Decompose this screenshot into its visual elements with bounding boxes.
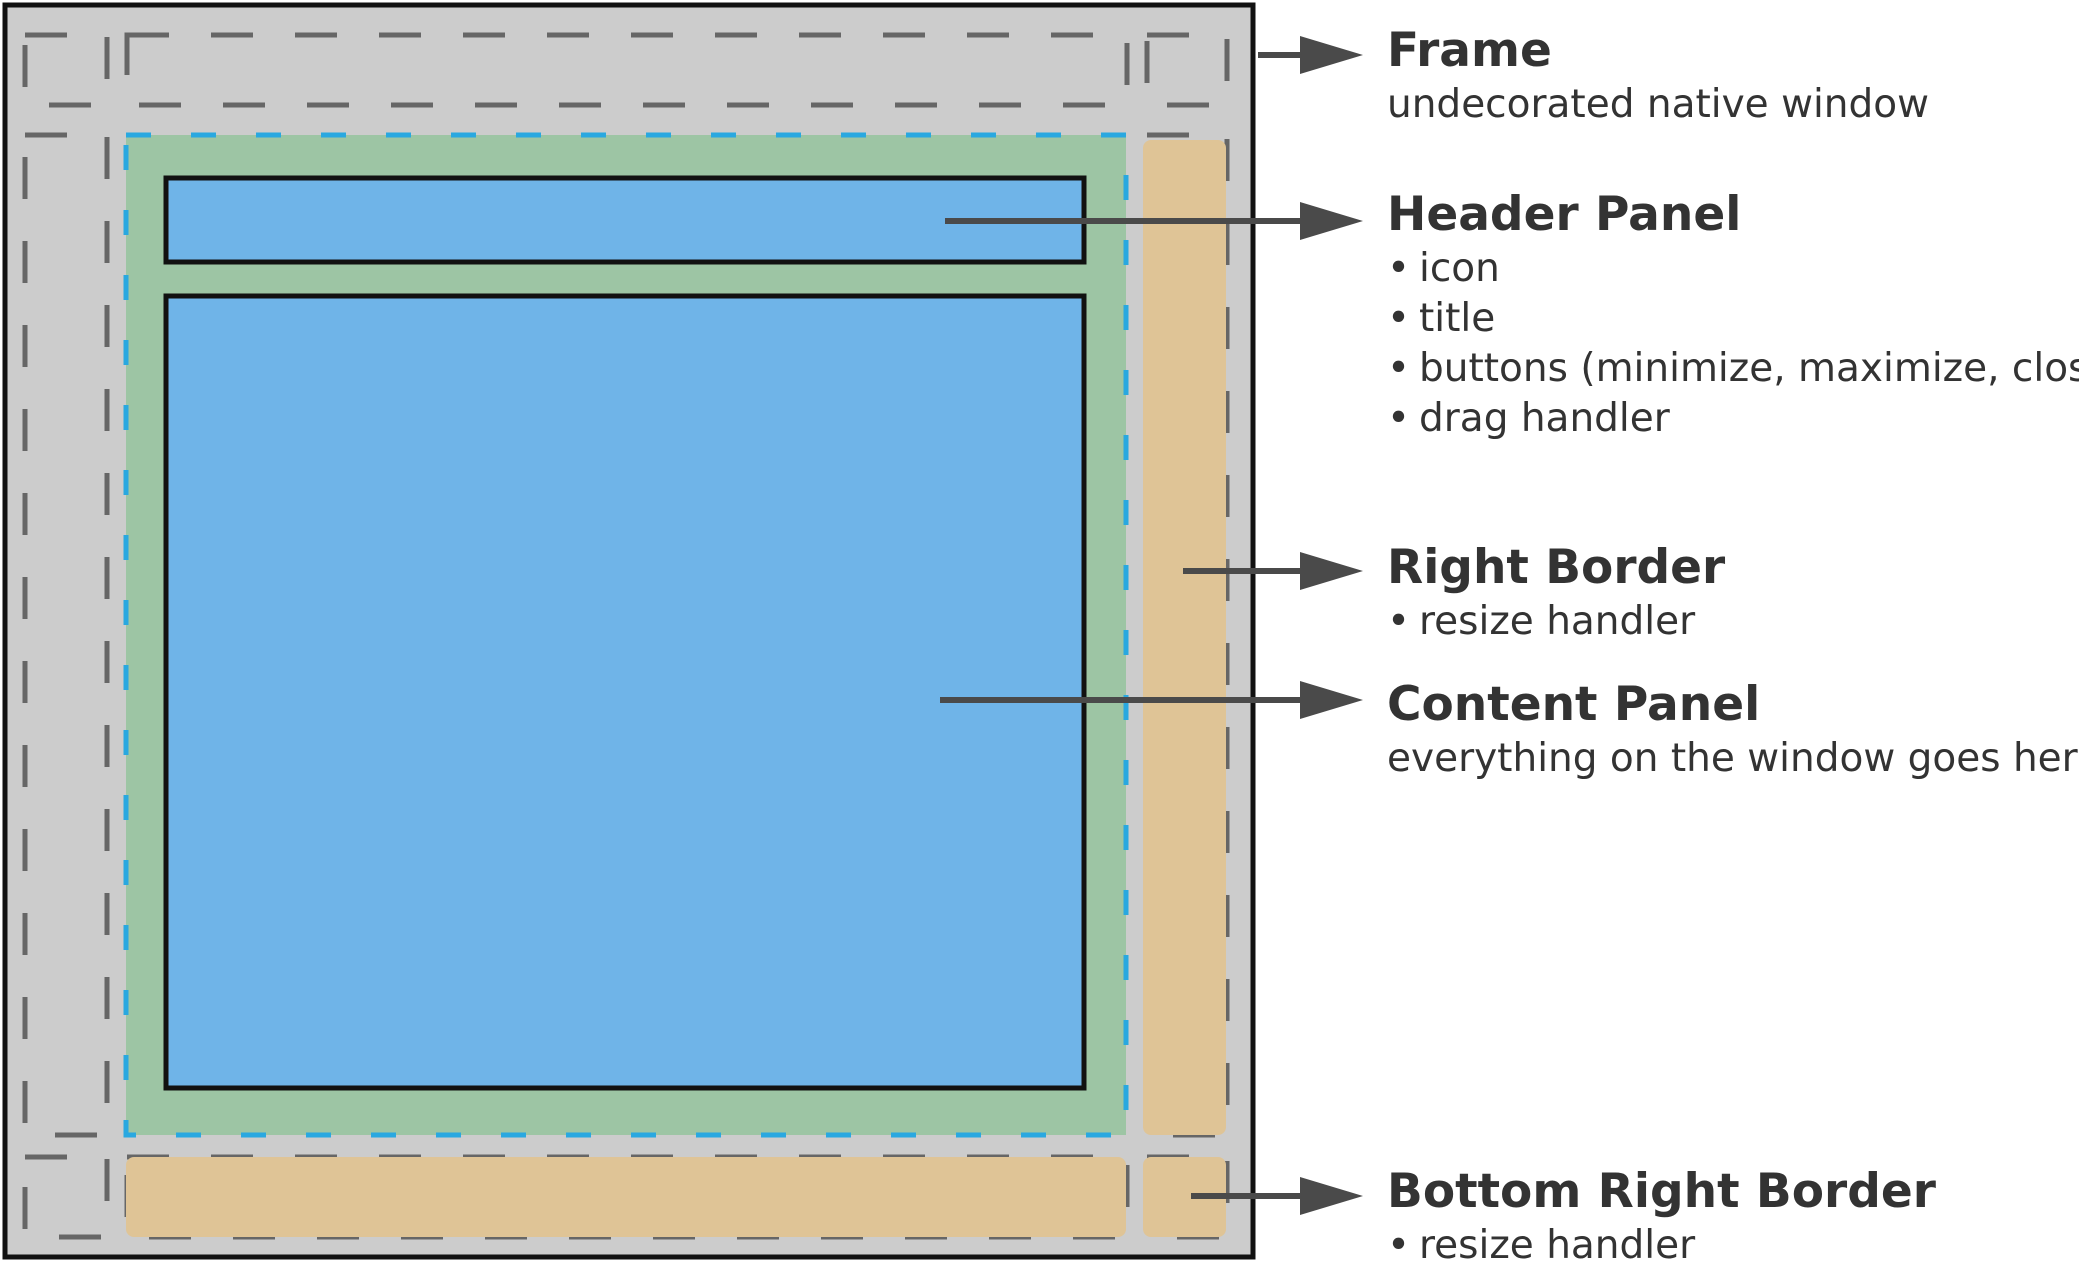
guide-middle-left — [22, 132, 110, 1138]
bottom-right-arrow-head — [1300, 1177, 1363, 1215]
right-border-bullets: resize handler — [1387, 597, 1725, 647]
bottom-right-border — [1143, 1157, 1226, 1237]
right-border-label: Right Border resize handler — [1387, 539, 1725, 647]
guide-top-center — [124, 32, 1130, 108]
header-panel — [163, 175, 1087, 265]
header-panel-title: Header Panel — [1387, 187, 1742, 242]
right-border — [1143, 140, 1226, 1135]
content-arrow-head — [1300, 681, 1363, 719]
bullet-resize-handler: resize handler — [1387, 1221, 1936, 1271]
content-area-guide — [123, 132, 1129, 1138]
right-border-title: Right Border — [1387, 540, 1726, 595]
content-panel — [163, 293, 1087, 1091]
frame-description: undecorated native window — [1387, 82, 1930, 127]
right-border-arrow-head — [1300, 552, 1363, 590]
frame-arrow-head — [1300, 36, 1363, 74]
frame-label: Frame undecorated native window — [1387, 22, 1929, 130]
header-panel-bullets: icon title buttons (minimize, maximize, … — [1387, 244, 2079, 444]
header-arrow-head — [1300, 202, 1363, 240]
frame-title: Frame — [1387, 23, 1552, 78]
guide-bottom-left — [22, 1154, 110, 1240]
bullet-drag-handler: drag handler — [1387, 394, 2079, 444]
bullet-resize-handler: resize handler — [1387, 597, 1725, 647]
guide-top-right — [1144, 32, 1230, 108]
bottom-right-border-label: Bottom Right Border resize handler — [1387, 1163, 1936, 1271]
bullet-title: title — [1387, 294, 2079, 344]
bottom-border — [126, 1157, 1126, 1237]
bottom-right-border-title: Bottom Right Border — [1387, 1164, 1936, 1219]
content-panel-description: everything on the window goes here — [1387, 736, 2079, 781]
guide-top-left — [22, 32, 110, 108]
bullet-buttons: buttons (minimize, maximize, close) — [1387, 344, 2079, 394]
bullet-icon: icon — [1387, 244, 2079, 294]
bottom-right-border-bullets: resize handler — [1387, 1221, 1936, 1271]
content-panel-title: Content Panel — [1387, 677, 1761, 732]
header-panel-label: Header Panel icon title buttons (minimiz… — [1387, 186, 2079, 444]
content-panel-label: Content Panel everything on the window g… — [1387, 676, 2079, 784]
